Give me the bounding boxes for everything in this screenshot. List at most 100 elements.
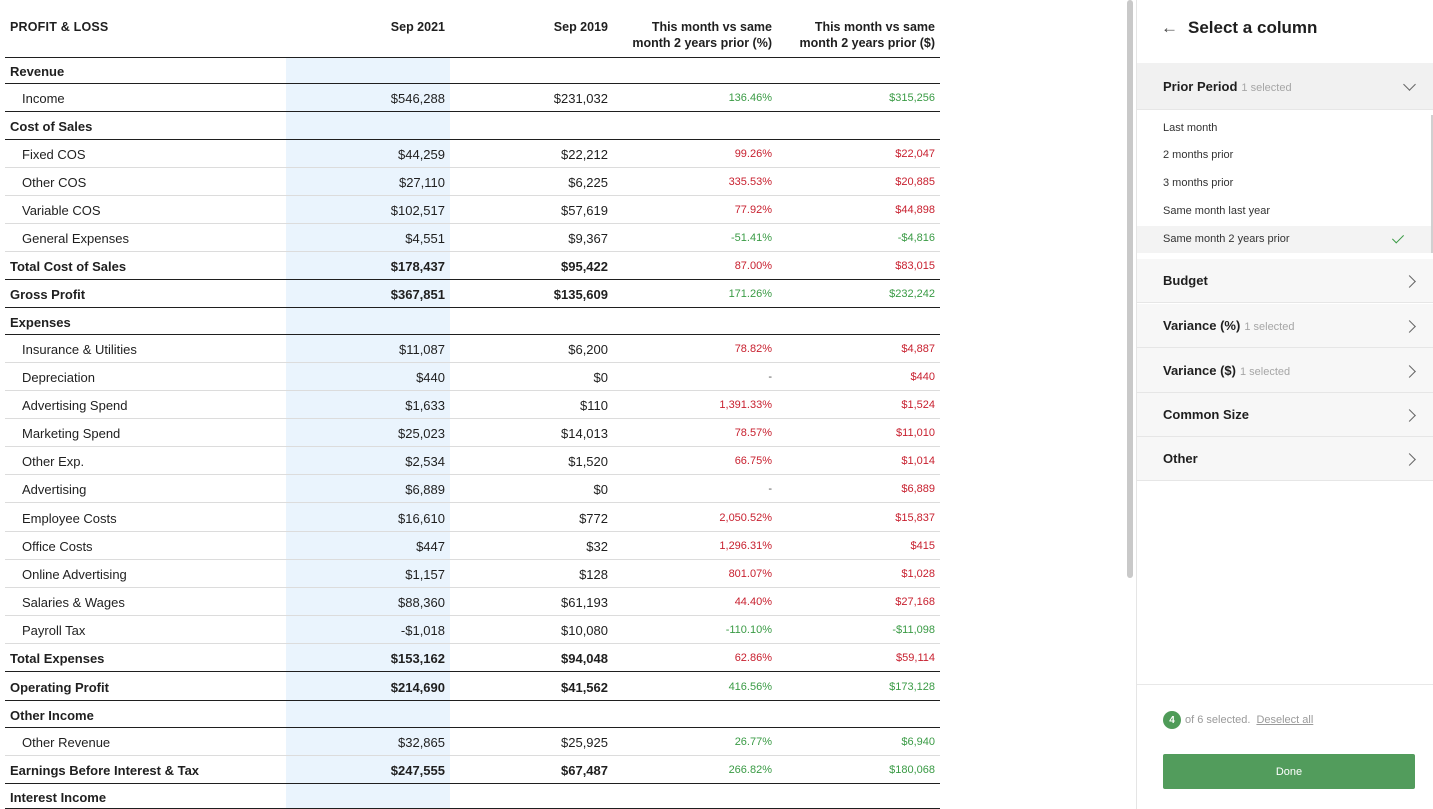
row-label: Office Costs bbox=[22, 539, 93, 554]
row-label: Advertising bbox=[22, 482, 87, 497]
value-variance-percent: 26.77% bbox=[734, 736, 772, 748]
total-row: Earnings Before Interest & Tax $247,555 $6… bbox=[5, 756, 940, 784]
value-variance-dollar: $1,014 bbox=[901, 455, 935, 467]
table-row: Other COS $27,110 $6,225 335.53% $20,885 bbox=[5, 168, 940, 196]
option-3-months-prior[interactable]: 3 months prior bbox=[1137, 170, 1431, 197]
value-variance-percent: 2,050.52% bbox=[719, 512, 772, 524]
value-variance-dollar: $83,015 bbox=[895, 260, 935, 272]
group-label: Other bbox=[1163, 451, 1202, 466]
value-variance-dollar: $59,114 bbox=[896, 652, 935, 664]
group-budget[interactable]: Budget bbox=[1137, 259, 1433, 303]
value-variance-percent: 416.56% bbox=[728, 681, 772, 693]
value-sep-2021: $214,690 bbox=[390, 680, 445, 695]
value-sep-2019: $135,609 bbox=[553, 287, 608, 302]
column-header-sep-2021[interactable]: Sep 2021 bbox=[390, 20, 445, 34]
row-label: Cost of Sales bbox=[10, 119, 93, 134]
value-variance-percent: 335.53% bbox=[728, 176, 772, 188]
value-sep-2019: $94,048 bbox=[561, 651, 608, 666]
row-label: Online Advertising bbox=[22, 567, 127, 582]
value-variance-dollar: $180,068 bbox=[889, 764, 935, 776]
row-label: Total Cost of Sales bbox=[10, 259, 127, 274]
done-button[interactable]: Done bbox=[1163, 754, 1415, 789]
group-name: Variance (%) bbox=[1163, 318, 1241, 333]
arrow-left-icon[interactable]: ← bbox=[1161, 18, 1178, 37]
group-name: Budget bbox=[1163, 273, 1208, 288]
chevron-right-icon bbox=[1403, 275, 1416, 288]
deselect-all-link[interactable]: Deselect all bbox=[1256, 714, 1314, 726]
value-variance-percent: 66.75% bbox=[734, 455, 772, 467]
table-row: Advertising Spend $1,633 $110 1,391.33% $1,5… bbox=[5, 391, 940, 419]
selected-of-text: of 6 selected. bbox=[1185, 714, 1251, 726]
value-variance-dollar: $22,047 bbox=[895, 148, 935, 160]
value-sep-2021: $11,087 bbox=[398, 342, 445, 357]
column-header-variance-percent[interactable]: This month vs same month 2 years prior (… bbox=[612, 19, 772, 51]
value-variance-dollar: $4,887 bbox=[901, 343, 935, 355]
group-other[interactable]: Other bbox=[1137, 437, 1433, 481]
value-sep-2019: $772 bbox=[579, 511, 608, 526]
value-sep-2019: $41,562 bbox=[561, 680, 608, 695]
column-header-variance-dollar[interactable]: This month vs same month 2 years prior (… bbox=[775, 19, 935, 51]
group-selected-count: 1 selected bbox=[1241, 82, 1292, 94]
value-variance-dollar: $15,837 bbox=[895, 512, 935, 524]
row-label: Employee Costs bbox=[22, 511, 117, 526]
column-header-line: This month vs same bbox=[651, 20, 772, 34]
profit-loss-report: PROFIT & LOSS Sep 2021 Sep 2019 This mon… bbox=[5, 0, 940, 809]
value-variance-dollar: $44,898 bbox=[895, 204, 935, 216]
row-label: Payroll Tax bbox=[22, 623, 86, 638]
table-row: Other Revenue $32,865 $25,925 26.77% $6,940 bbox=[5, 728, 940, 756]
group-variance[interactable]: Variance ($) 1 selected bbox=[1137, 348, 1433, 393]
report-scrollbar[interactable] bbox=[1127, 0, 1133, 578]
value-sep-2019: $6,200 bbox=[568, 342, 608, 357]
value-variance-dollar: $6,940 bbox=[901, 736, 935, 748]
value-sep-2019: $22,212 bbox=[561, 147, 608, 162]
row-label: Other Income bbox=[10, 708, 94, 723]
row-label: Other COS bbox=[22, 175, 87, 190]
value-sep-2021: $27,110 bbox=[398, 175, 445, 190]
row-label: Fixed COS bbox=[22, 147, 86, 162]
option-label: Same month 2 years prior bbox=[1163, 233, 1290, 245]
table-row: Payroll Tax -$1,018 $10,080 -110.10% -$11,09… bbox=[5, 616, 940, 644]
section-row: Interest Income bbox=[5, 784, 940, 809]
option-same-month-2-years-prior[interactable]: Same month 2 years prior bbox=[1137, 226, 1431, 253]
selected-column-highlight bbox=[286, 58, 450, 809]
option-2-months-prior[interactable]: 2 months prior bbox=[1137, 142, 1431, 169]
value-variance-dollar: -$4,816 bbox=[897, 232, 935, 244]
row-label: Expenses bbox=[10, 315, 71, 330]
value-sep-2019: $128 bbox=[579, 567, 608, 582]
group-prior-period[interactable]: Prior Period 1 selected bbox=[1137, 63, 1433, 110]
row-label: Other Revenue bbox=[22, 735, 111, 750]
footer-divider bbox=[1137, 684, 1433, 685]
value-sep-2019: $32 bbox=[586, 539, 608, 554]
row-label: Interest Income bbox=[10, 790, 107, 805]
value-sep-2021: $32,865 bbox=[398, 735, 445, 750]
group-label: Common Size bbox=[1163, 407, 1253, 422]
option-same-month-last-year[interactable]: Same month last year bbox=[1137, 198, 1431, 225]
value-sep-2021: $25,023 bbox=[398, 426, 445, 441]
value-sep-2019: $231,032 bbox=[553, 91, 608, 106]
value-variance-percent: -110.10% bbox=[725, 624, 772, 636]
option-label: 3 months prior bbox=[1163, 177, 1234, 189]
group-variance[interactable]: Variance (%) 1 selected bbox=[1137, 304, 1433, 348]
options-scrollbar[interactable] bbox=[1431, 115, 1433, 253]
selection-summary: 4 of 6 selected. Deselect all bbox=[1163, 711, 1313, 729]
value-sep-2019: $110 bbox=[580, 398, 608, 413]
value-sep-2021: $247,555 bbox=[390, 763, 445, 778]
table-row: Online Advertising $1,157 $128 801.07% $1,02… bbox=[5, 560, 940, 588]
group-selected-count: 1 selected bbox=[1244, 321, 1295, 333]
row-label: General Expenses bbox=[22, 231, 129, 246]
column-header-line: month 2 years prior (%) bbox=[632, 36, 772, 50]
value-variance-percent: 77.92% bbox=[734, 204, 772, 216]
value-sep-2019: $9,367 bbox=[568, 231, 608, 246]
chevron-right-icon bbox=[1403, 453, 1416, 466]
option-last-month[interactable]: Last month bbox=[1137, 115, 1431, 142]
value-sep-2021: $153,162 bbox=[390, 651, 445, 666]
group-common-size[interactable]: Common Size bbox=[1137, 393, 1433, 437]
value-sep-2019: $1,520 bbox=[568, 454, 608, 469]
value-variance-percent: 171.26% bbox=[728, 288, 772, 300]
row-label: Earnings Before Interest & Tax bbox=[10, 763, 200, 778]
option-label: Last month bbox=[1163, 122, 1218, 134]
column-header-sep-2019[interactable]: Sep 2019 bbox=[553, 20, 608, 34]
value-sep-2019: $95,422 bbox=[561, 259, 608, 274]
total-row: Operating Profit $214,690 $41,562 416.56% $1… bbox=[5, 672, 940, 701]
group-selected-count: 1 selected bbox=[1240, 366, 1291, 378]
